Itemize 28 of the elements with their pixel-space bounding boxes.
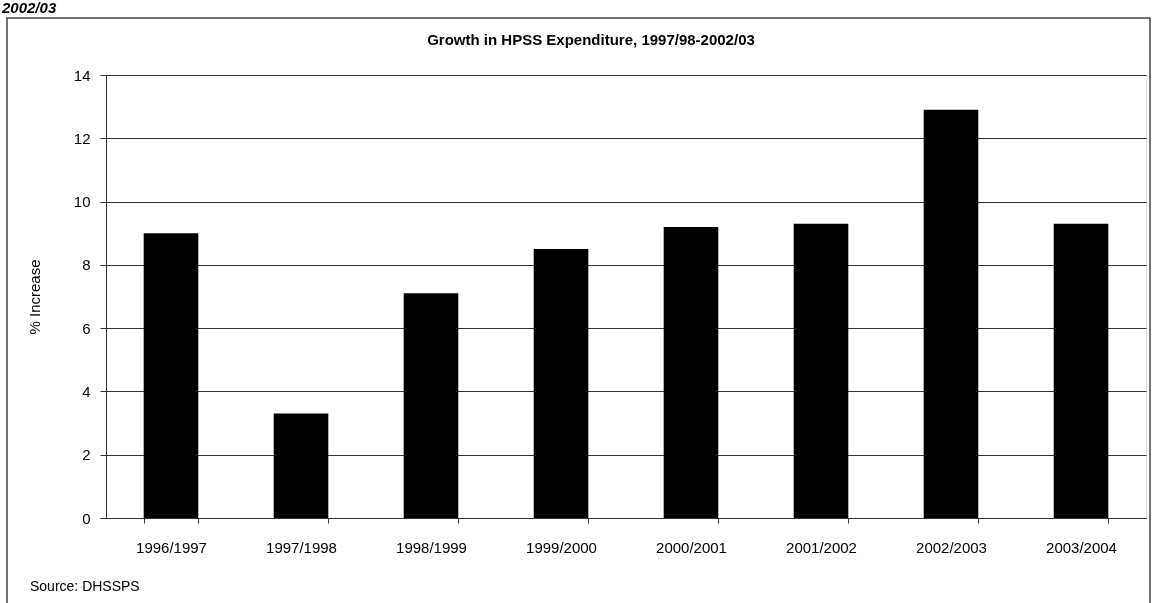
bar [403, 293, 459, 518]
y-tick-label: 8 [82, 256, 91, 274]
y-tick-label: 4 [82, 382, 91, 400]
y-tick-label: 2 [82, 446, 91, 464]
x-tick-label: 2002/2003 [916, 538, 987, 556]
bar [663, 226, 719, 518]
y-tick-label: 14 [73, 66, 91, 84]
bar [923, 109, 979, 518]
y-tick-label: 0 [82, 509, 91, 527]
y-tick-label: 10 [73, 193, 91, 211]
x-tick-label: 1997/1998 [266, 538, 337, 556]
source-note: Source: DHSSPS [30, 578, 140, 594]
x-tick-label: 2003/2004 [1046, 538, 1117, 556]
text: 2002/03 [1, 0, 57, 16]
x-tick-label: 2000/2001 [656, 538, 727, 556]
chart-title: Growth in HPSS Expenditure, 1997/98-2002/03 [427, 31, 755, 48]
x-tick-label: 1999/2000 [526, 538, 597, 556]
x-tick-label: 1996/1997 [136, 538, 207, 556]
bar [793, 223, 849, 518]
y-tick-label: 12 [73, 129, 91, 147]
y-axis-title: % Increase [25, 259, 43, 335]
bar [273, 413, 329, 518]
bar [533, 249, 589, 518]
bar [1053, 223, 1109, 518]
bar [143, 233, 199, 518]
x-tick-label: 1998/1999 [396, 538, 467, 556]
y-tick-label: 6 [82, 319, 91, 337]
x-tick-label: 2001/2002 [786, 538, 857, 556]
